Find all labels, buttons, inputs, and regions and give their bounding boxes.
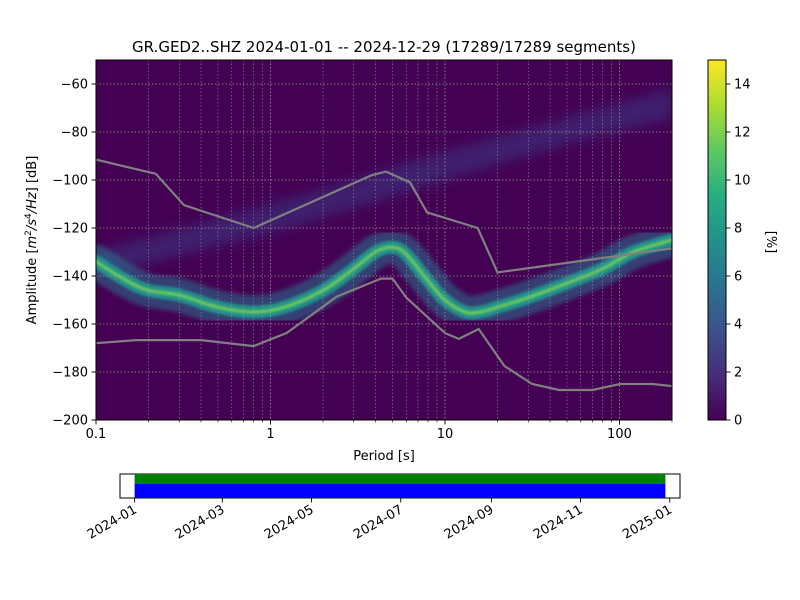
coverage-bars (134, 474, 666, 498)
colorbar-tick-label: 10 (734, 174, 751, 189)
coverage-time-axis: 2024-01 2024-03 2024-05 2024-07 2024-09 2024-… (85, 498, 675, 543)
x-tick-label: 1 (266, 427, 274, 442)
y-tick-label: −60 (61, 78, 88, 93)
x-tick-label: 0.1 (86, 427, 107, 442)
y-tick-label: −120 (52, 222, 88, 237)
coverage-bar (134, 484, 666, 498)
psd-plot-area: 0.1 1 10 100 −60 −80 −100 −120 −140 −160 −180 −200 (52, 59, 673, 442)
x-tick-label: 10 (437, 427, 454, 442)
x-tick-label: 100 (607, 427, 632, 442)
x-axis: 0.1 1 10 100 (86, 420, 673, 442)
colorbar-gradient (707, 59, 727, 421)
grid (96, 60, 672, 420)
colorbar-tick-label: 14 (734, 78, 751, 93)
colorbar-tick-label: 8 (734, 222, 742, 237)
noise-model-low-line (96, 277, 672, 392)
y-axis: −60 −80 −100 −120 −140 −160 −180 −200 (52, 78, 96, 429)
y-tick-label: −180 (52, 366, 88, 381)
colorbar-tick-label: 4 (734, 318, 742, 333)
coverage-tick-label: 2024-03 (173, 502, 228, 542)
coverage-bar (134, 474, 666, 484)
chart-title: GR.GED2..SHZ 2024-01-01 -- 2024-12-29 (1… (132, 38, 636, 56)
coverage-tick-label: 2024-09 (442, 502, 497, 542)
colorbar-label: [%] (763, 231, 778, 254)
y-tick-label: −80 (61, 126, 88, 141)
y-tick-label: −200 (52, 414, 88, 429)
colorbar-tick-label: 0 (734, 414, 742, 429)
colorbar-tick-label: 6 (734, 270, 742, 285)
colorbar-tick-label: 2 (734, 366, 742, 381)
x-axis-label: Period [s] (353, 449, 415, 464)
y-axis-label: Amplitude [m2/s4/Hz] [dB] (24, 156, 40, 325)
colorbar-ticks: 0 2 4 6 8 10 12 14 (726, 78, 751, 429)
y-tick-label: −160 (52, 318, 88, 333)
y-tick-label: −140 (52, 270, 88, 285)
colorbar-tick-label: 12 (734, 126, 751, 141)
coverage-tick-label: 2024-07 (351, 502, 406, 542)
coverage-tick-label: 2024-11 (531, 502, 586, 542)
plot-frame (95, 59, 673, 421)
coverage-tick-label: 2024-05 (262, 502, 317, 542)
colorbar: 0 2 4 6 8 10 12 14 [%] (707, 59, 778, 429)
faint-upper-band (96, 88, 672, 276)
psd-density-core (96, 238, 672, 315)
coverage-tick-label: 2024-01 (85, 502, 140, 542)
coverage-tick-label: 2025-01 (620, 502, 675, 542)
coverage-panel: 2024-01 2024-03 2024-05 2024-07 2024-09 2024-… (85, 473, 681, 543)
y-tick-label: −100 (52, 174, 88, 189)
noise-model-high-line (96, 158, 672, 274)
